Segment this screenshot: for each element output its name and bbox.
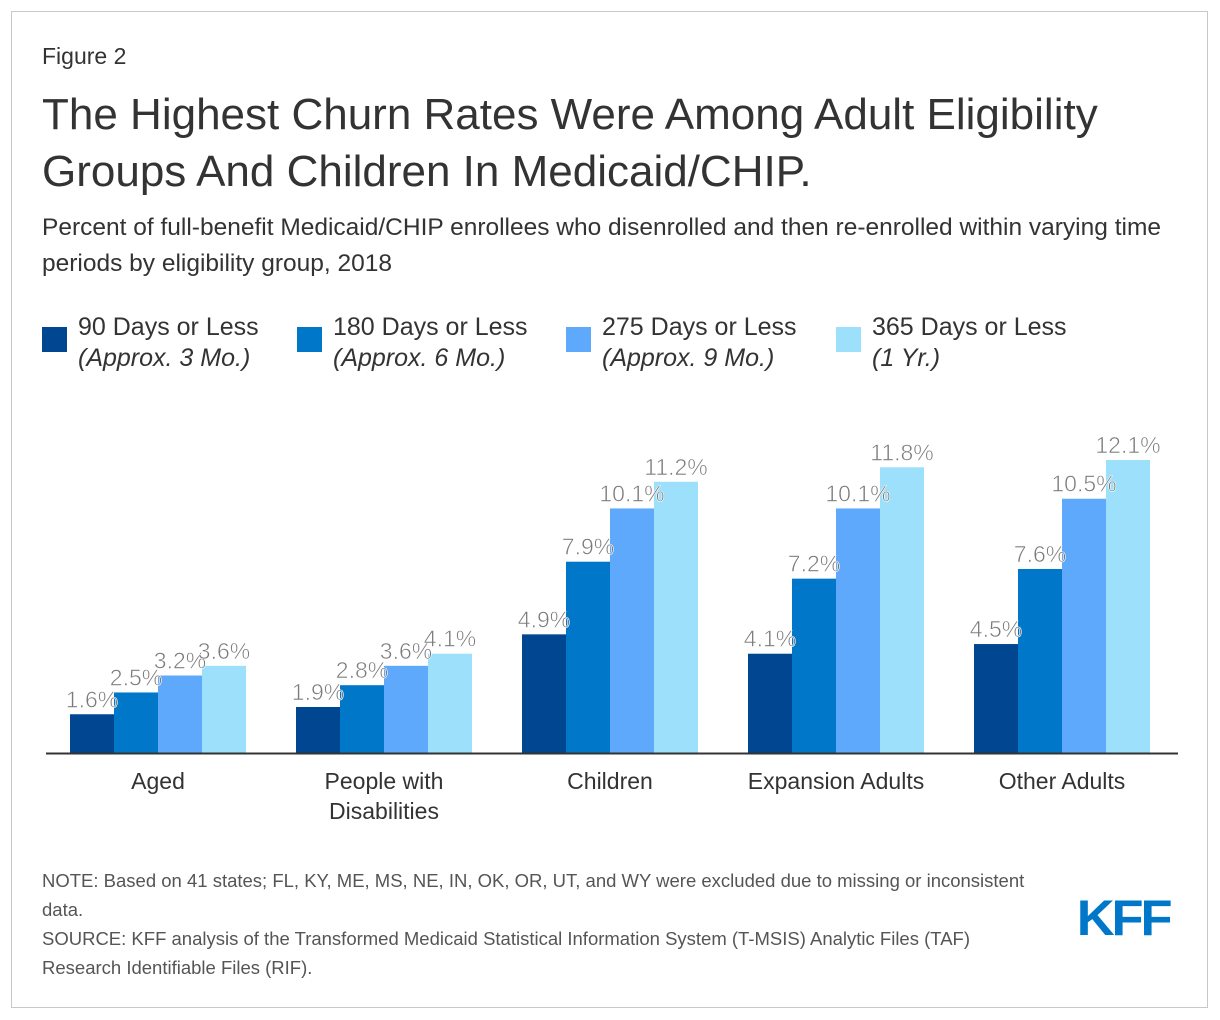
bar — [1018, 568, 1062, 753]
legend-series-name: 180 Days or Less — [333, 313, 528, 341]
legend-item: 275 Days or Less (Approx. 9 Mo.) — [566, 312, 797, 374]
bar — [340, 685, 384, 753]
legend-label: 365 Days or Less (1 Yr.) — [872, 312, 1067, 374]
data-label: 10.1% — [599, 480, 664, 506]
data-label: 2.8% — [336, 657, 388, 683]
legend-series-sub: (Approx. 3 Mo.) — [78, 344, 251, 372]
data-label: 3.6% — [198, 638, 250, 664]
legend-series-name: 365 Days or Less — [872, 313, 1067, 341]
note-text: NOTE: Based on 41 states; FL, KY, ME, MS… — [42, 870, 1025, 920]
bar — [880, 467, 924, 753]
chart-title: The Highest Churn Rates Were Among Adult… — [42, 90, 1098, 196]
bar — [428, 653, 472, 753]
legend-item: 180 Days or Less (Approx. 6 Mo.) — [297, 312, 528, 374]
category-label: Children — [497, 766, 723, 796]
data-label: 7.2% — [788, 551, 840, 577]
bar — [296, 706, 340, 753]
legend-swatch — [836, 327, 861, 352]
source-text: SOURCE: KFF analysis of the Transformed … — [42, 928, 970, 978]
legend-series-name: 90 Days or Less — [78, 313, 259, 341]
bar — [610, 508, 654, 753]
data-label: 2.5% — [110, 664, 162, 690]
data-label: 1.6% — [66, 686, 118, 712]
data-label: 3.2% — [154, 648, 206, 674]
data-label: 11.2% — [644, 454, 708, 480]
legend-swatch — [42, 327, 67, 352]
kff-logo: KFF — [1076, 890, 1173, 946]
category-label-line: Disabilities — [329, 798, 439, 824]
category-label-line: Children — [567, 768, 653, 794]
bar — [974, 644, 1018, 753]
bar — [114, 692, 158, 753]
bar — [522, 634, 566, 753]
data-label: 10.1% — [825, 480, 890, 506]
category-label: Other Adults — [949, 766, 1175, 796]
bar — [70, 714, 114, 753]
bar — [654, 481, 698, 753]
legend-series-sub: (Approx. 6 Mo.) — [333, 344, 506, 372]
data-label: 12.1% — [1095, 432, 1160, 458]
bar — [792, 578, 836, 753]
legend-label: 180 Days or Less (Approx. 6 Mo.) — [333, 312, 528, 374]
data-label: 7.6% — [1014, 541, 1066, 567]
category-label: Expansion Adults — [723, 766, 949, 796]
figure-frame — [11, 11, 1208, 1008]
category-label-line: People with — [324, 768, 444, 794]
legend-item: 90 Days or Less (Approx. 3 Mo.) — [42, 312, 259, 374]
chart-subtitle: Percent of full-benefit Medicaid/CHIP en… — [42, 214, 1161, 277]
legend-series-sub: (1 Yr.) — [872, 344, 941, 372]
category-label: People with Disabilities — [271, 766, 497, 826]
legend-label: 275 Days or Less (Approx. 9 Mo.) — [602, 312, 797, 374]
bar — [1062, 498, 1106, 753]
legend-swatch — [566, 327, 591, 352]
bar — [566, 561, 610, 753]
bar — [158, 675, 202, 753]
legend-swatch — [297, 327, 322, 352]
footnote: NOTE: Based on 41 states; FL, KY, ME, MS… — [42, 866, 1042, 982]
data-label: 3.6% — [380, 638, 432, 664]
data-label: 4.1% — [424, 626, 476, 652]
bar — [384, 665, 428, 753]
legend-series-sub: (Approx. 9 Mo.) — [602, 344, 775, 372]
data-label: 10.5% — [1051, 471, 1116, 497]
data-label: 11.8% — [870, 439, 934, 465]
category-label-line: Aged — [131, 768, 185, 794]
data-label: 7.9% — [562, 534, 614, 560]
legend-series-name: 275 Days or Less — [602, 313, 797, 341]
category-label-line: Other Adults — [998, 768, 1126, 794]
category-label: Aged — [45, 766, 271, 796]
data-label: 1.9% — [292, 679, 344, 705]
category-label-line: Expansion Adults — [747, 768, 925, 794]
legend-label: 90 Days or Less (Approx. 3 Mo.) — [78, 312, 259, 374]
bar — [202, 665, 246, 753]
figure-label: Figure 2 — [42, 43, 127, 69]
data-label: 4.9% — [518, 606, 570, 632]
legend-item: 365 Days or Less (1 Yr.) — [836, 312, 1067, 374]
data-label: 4.1% — [744, 626, 796, 652]
bar — [748, 653, 792, 753]
data-label: 4.5% — [970, 616, 1022, 642]
bar — [836, 508, 880, 753]
bar — [1106, 460, 1150, 753]
